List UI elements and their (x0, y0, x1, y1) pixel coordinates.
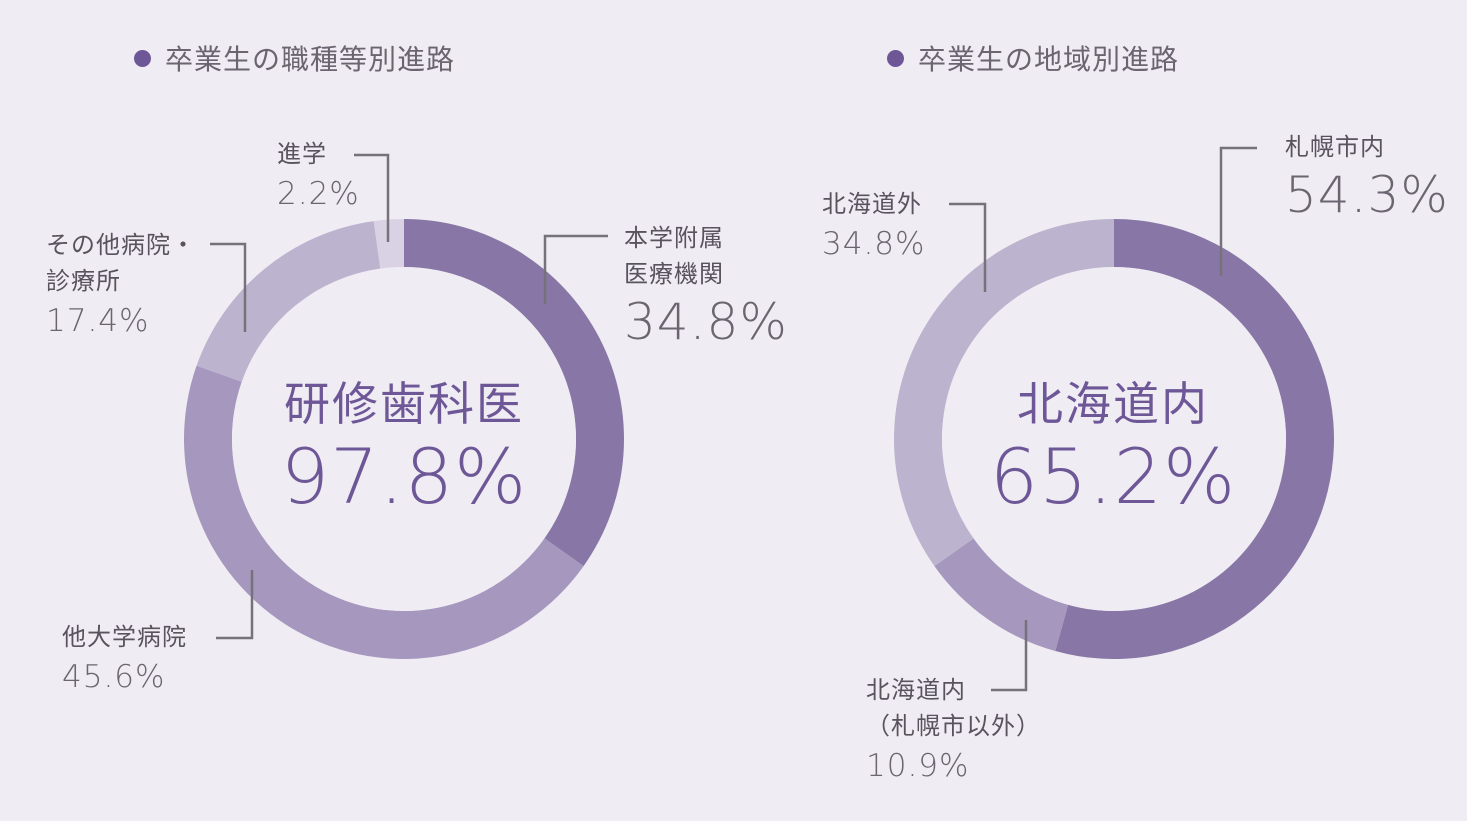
center-category: 研修歯科医 (284, 377, 524, 431)
slice-percentage: 34.8% (822, 226, 926, 262)
filled-circle-icon (134, 50, 151, 67)
slice-name-line: 医療機関 (624, 260, 724, 288)
slice-name-line: 診療所 (46, 267, 121, 295)
donut-chart-occupation (183, 219, 624, 660)
filled-circle-icon (887, 50, 904, 67)
center-label-region: 北海道内 65.2% (963, 376, 1263, 522)
slice-label-other-university-hospital: 他大学病院 45.6% (62, 619, 187, 699)
slice-further-study (373, 219, 404, 269)
slice-label-hokkaido-outside-sapporo: 北海道内 （札幌市以外） 10.9% (866, 672, 1041, 788)
slice-label-outside-hokkaido: 北海道外 34.8% (822, 186, 925, 266)
slice-hokkaido-outside-sapporo (934, 538, 1069, 652)
slice-name-line: （札幌市以外） (866, 712, 1041, 740)
slice-sapporo (1055, 219, 1334, 659)
leader-other-hospital-clinic (210, 242, 247, 332)
slice-percentage: 54.3% (1285, 166, 1449, 224)
center-percentage: 97.8% (280, 432, 528, 521)
leader-sapporo (1219, 146, 1257, 276)
slice-name-line: その他病院・ (46, 231, 196, 259)
leader-affiliated-hospital (543, 234, 608, 304)
chart-title-occupation: 卒業生の職種等別進路 (134, 42, 455, 78)
center-percentage: 65.2% (989, 432, 1237, 521)
slice-name-line: 札幌市内 (1285, 133, 1385, 161)
center-category: 北海道内 (1017, 377, 1209, 431)
slice-name-line: 北海道外 (822, 190, 922, 218)
donut-hole (942, 267, 1286, 611)
leader-hokkaido-outside-sapporo (991, 620, 1028, 692)
chart-title-text: 卒業生の地域別進路 (918, 43, 1180, 76)
leader-other-university-hospital (216, 570, 254, 640)
slice-name-line: 本学附属 (624, 224, 724, 252)
slice-name-line: 進学 (277, 140, 327, 168)
slice-other-hospital-clinic (196, 221, 381, 382)
donut-chart-region (894, 219, 1334, 659)
slice-percentage: 34.8% (624, 293, 788, 351)
slice-label-affiliated-hospital: 本学附属 医療機関 34.8% (624, 220, 788, 352)
slice-percentage: 17.4% (46, 303, 150, 339)
slice-label-sapporo: 札幌市内 54.3% (1285, 129, 1449, 225)
slice-name-line: 他大学病院 (62, 623, 187, 651)
leader-outside-hokkaido (949, 202, 987, 292)
slice-percentage: 10.9% (866, 748, 970, 784)
leader-further-study (354, 153, 390, 242)
leader-lines (210, 146, 1257, 692)
slice-label-other-hospital-clinic: その他病院・ 診療所 17.4% (46, 227, 196, 343)
slice-affiliated-hospital (404, 219, 624, 567)
slice-other-university-hospital (183, 365, 584, 660)
slice-percentage: 2.2% (277, 176, 360, 212)
center-label-occupation: 研修歯科医 97.8% (254, 376, 554, 522)
slice-percentage: 45.6% (62, 659, 166, 695)
slice-label-further-study: 進学 2.2% (277, 136, 360, 216)
slice-outside-hokkaido (894, 219, 1114, 567)
slice-name-line: 北海道内 (866, 676, 966, 704)
chart-title-text: 卒業生の職種等別進路 (165, 43, 456, 76)
chart-title-region: 卒業生の地域別進路 (887, 42, 1179, 78)
donut-hole (232, 267, 576, 611)
